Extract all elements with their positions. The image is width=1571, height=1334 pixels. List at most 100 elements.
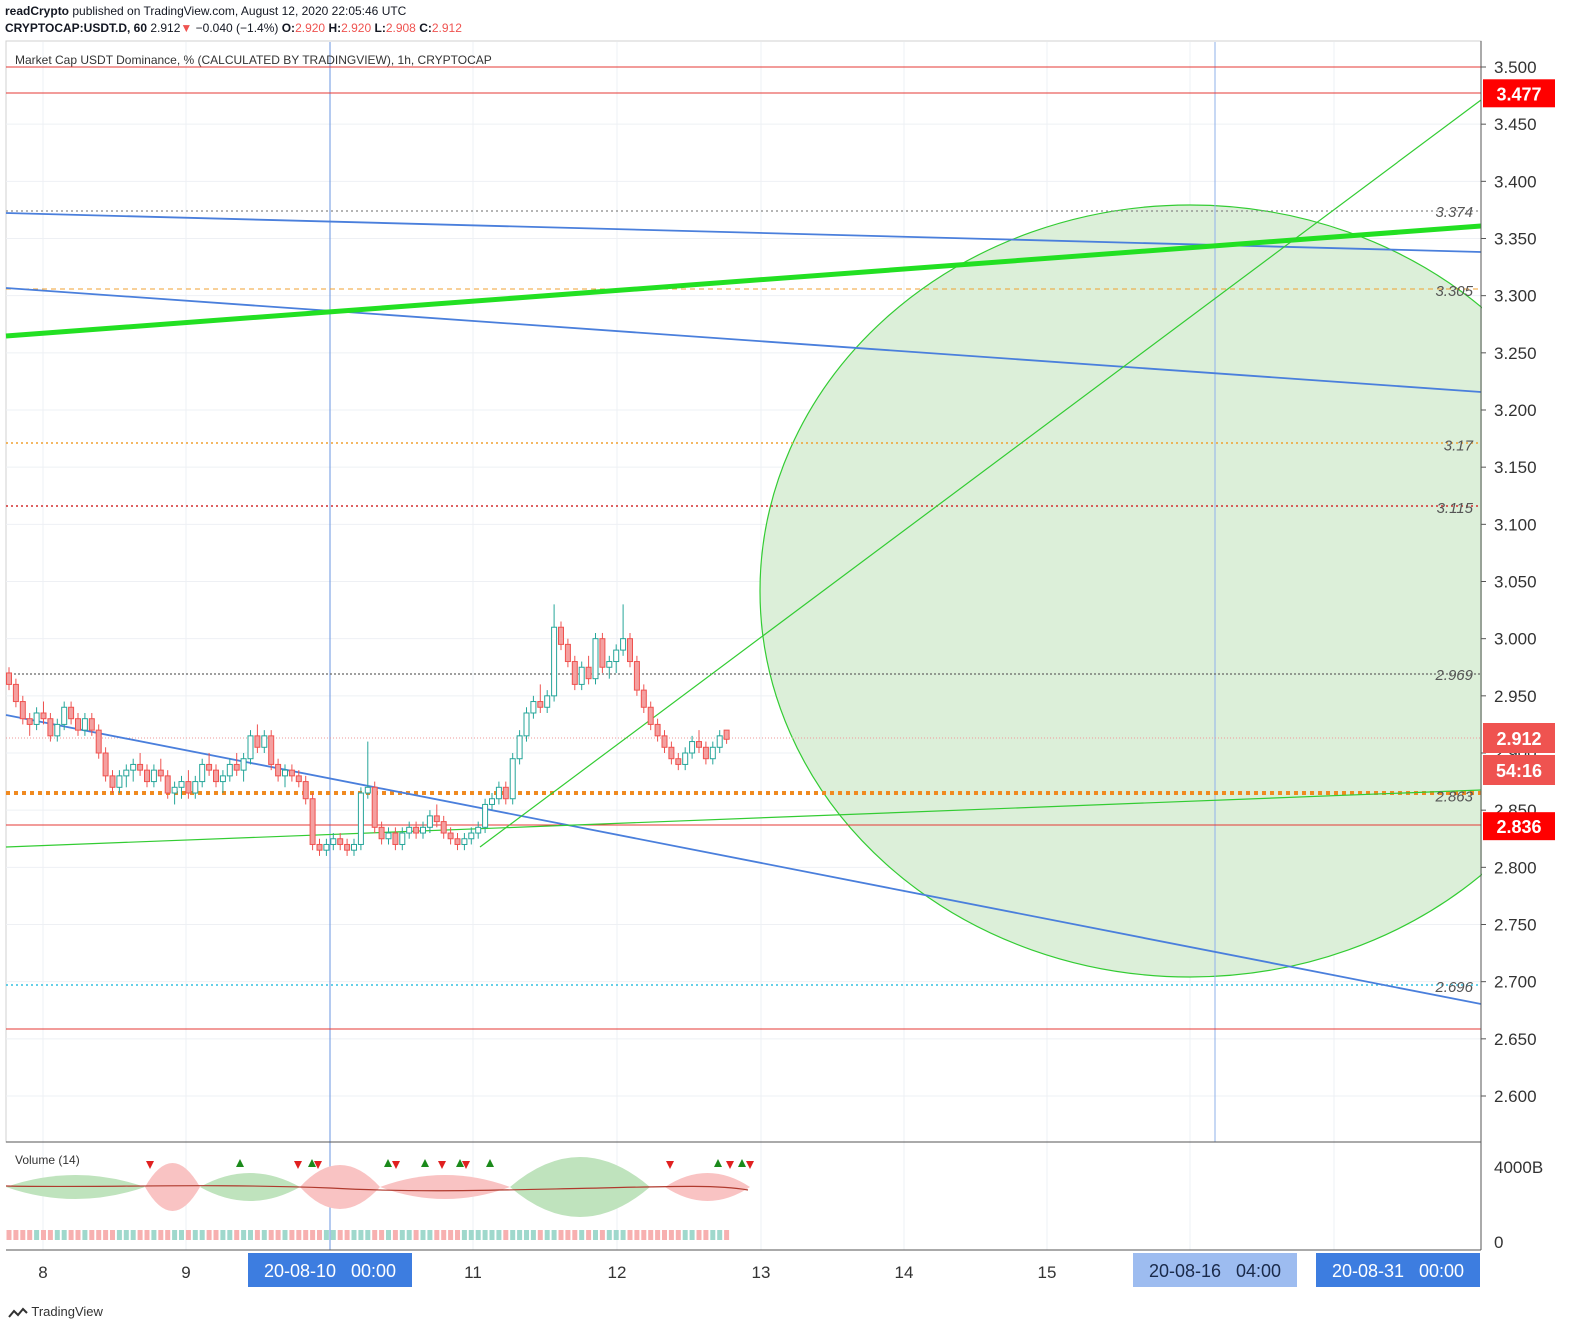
candle-body (40, 712, 47, 720)
volume-bar (96, 1230, 102, 1240)
volume-bar (185, 1230, 191, 1240)
time-tick-label: 12 (608, 1263, 627, 1282)
volume-bar (110, 1230, 115, 1240)
green-thick-trendline[interactable] (5, 223, 1482, 339)
green-rising-line[interactable] (479, 99, 1482, 848)
candle-body (75, 718, 81, 731)
volume-bar (558, 1230, 564, 1240)
volume-bar (572, 1230, 578, 1240)
price-ticks: 3.500 3.450 3.400 3.350 3.300 3.250 3.200 3.150… (1481, 58, 1537, 1106)
candle-body (116, 775, 123, 788)
date-tag-2 (1133, 1253, 1297, 1287)
blue-trendline-middle[interactable] (5, 287, 1482, 393)
candle-body (192, 781, 199, 794)
candle-body (199, 763, 206, 783)
author-name[interactable]: readCrypto (5, 4, 70, 18)
candle-body (433, 815, 440, 823)
candle-body (240, 758, 247, 771)
candle-body (54, 723, 61, 737)
footer-brand[interactable]: TradingView (31, 1304, 103, 1319)
volume-bar (144, 1230, 150, 1240)
volume-label: Volume (14) (15, 1153, 80, 1167)
date-tag-1-text: 20-08-10 00:00 (264, 1261, 396, 1281)
volume-bar (151, 1230, 157, 1240)
candle-body (275, 763, 282, 777)
triangle-down-icon (146, 1161, 154, 1169)
volume-bar (496, 1230, 502, 1240)
volume-bar (254, 1230, 260, 1240)
price-tick-label: 3.050 (1494, 573, 1537, 592)
volume-bar (586, 1230, 592, 1240)
volume-bar (482, 1230, 488, 1240)
volume-bar (282, 1230, 288, 1240)
low-label: L: (374, 21, 386, 35)
candle-body (288, 769, 295, 777)
volume-bar (593, 1230, 598, 1240)
volume-bar (455, 1230, 460, 1240)
volume-bar (137, 1230, 143, 1240)
time-tick-label: 8 (38, 1263, 47, 1282)
volume-bar (675, 1230, 681, 1240)
triangle-up-icon (486, 1159, 494, 1167)
volume-bar (517, 1230, 523, 1240)
volume-bar (261, 1230, 267, 1240)
volume-bar (54, 1230, 60, 1240)
volume-bar (27, 1230, 33, 1240)
green-support-line[interactable] (5, 789, 1482, 848)
triangle-up-icon (384, 1159, 392, 1167)
candle-body (440, 821, 447, 834)
last-price-tag-text: 2.912 (1496, 729, 1541, 749)
volume-pane (5, 1157, 754, 1240)
volume-bar (130, 1230, 136, 1240)
volume-bar (503, 1230, 509, 1240)
candle-body (571, 661, 578, 685)
candle-body (226, 763, 233, 777)
volume-bar (392, 1230, 398, 1240)
volume-bar (710, 1230, 716, 1240)
candle-body (689, 741, 696, 754)
volume-band (380, 1175, 510, 1199)
candle-body (81, 718, 88, 731)
candle-body (330, 838, 337, 845)
close-label: C: (419, 21, 432, 35)
volume-bar (296, 1230, 302, 1240)
candle-body (502, 786, 509, 800)
candle-body (171, 786, 178, 794)
volume-bar (544, 1230, 550, 1240)
volume-bar (662, 1230, 667, 1240)
volume-bar (406, 1230, 412, 1240)
candle-body (420, 826, 426, 834)
price-tick-label: 3.300 (1494, 287, 1537, 306)
publish-text: published on TradingView.com, August 12,… (69, 4, 407, 18)
candle-body (426, 815, 433, 828)
volume-bar (475, 1230, 481, 1240)
volume-bar (510, 1230, 516, 1240)
volume-bar (172, 1230, 178, 1240)
ellipse-drawing[interactable] (759, 204, 1571, 978)
candle-body (454, 838, 461, 845)
blue-trendline-lower[interactable] (5, 714, 1482, 1005)
candle-body (475, 826, 482, 834)
triangle-up-icon (236, 1159, 244, 1167)
candle-body (164, 775, 171, 794)
date-tag-1 (248, 1253, 412, 1287)
price-chart[interactable]: 3.374 3.305 3.17 3.115 2.969 2.863 2.696 Marke… (0, 0, 1571, 1300)
candle-body (702, 746, 709, 760)
volume-bar (13, 1230, 19, 1240)
high-value: 2.920 (341, 21, 372, 35)
candle-body (413, 826, 420, 834)
candle-body (620, 638, 627, 651)
volume-bar (61, 1230, 67, 1240)
time-tick-label: 11 (464, 1263, 482, 1282)
volume-bar (179, 1230, 184, 1240)
volume-bar (372, 1230, 378, 1240)
volume-bar (158, 1230, 164, 1240)
publish-info: readCrypto published on TradingView.com,… (5, 4, 406, 18)
candle-body (295, 775, 302, 783)
volume-bar (606, 1230, 612, 1240)
volume-bar (227, 1230, 233, 1240)
volume-bar (268, 1230, 274, 1240)
triangle-down-icon (462, 1161, 470, 1169)
volume-bar (620, 1230, 626, 1240)
candle-body (627, 638, 633, 663)
